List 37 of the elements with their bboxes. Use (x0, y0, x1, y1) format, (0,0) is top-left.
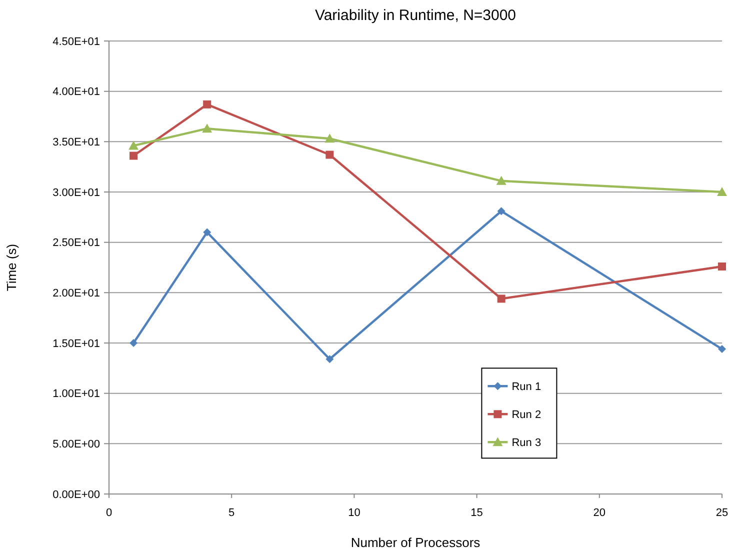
point (497, 294, 506, 303)
point (718, 345, 726, 354)
y-tick-label: 0.00E+00 (52, 488, 100, 501)
x-tick-label: 10 (348, 507, 360, 519)
point (326, 150, 334, 159)
y-tick-label: 4.00E+01 (52, 86, 100, 98)
point (324, 134, 335, 143)
legend-label: Run 3 (512, 437, 542, 450)
y-axis-title: Time (s) (4, 244, 19, 292)
legend-label: Run 2 (512, 409, 542, 422)
y-tick-label: 4.50E+01 (52, 36, 100, 48)
point (497, 207, 506, 216)
y-tick-label: 5.00E+00 (52, 438, 100, 451)
y-tick-label: 1.00E+01 (52, 388, 100, 400)
chart-title: Variability in Runtime, N=3000 (314, 7, 516, 24)
point (203, 100, 212, 108)
x-tick-label: 20 (593, 507, 606, 519)
point (130, 152, 138, 160)
y-tick-label: 2.00E+01 (52, 288, 100, 300)
y-tick-label: 3.00E+01 (52, 186, 100, 199)
x-tick-label: 5 (228, 507, 235, 519)
point (717, 187, 727, 196)
x-tick-label: 25 (716, 507, 728, 519)
point (718, 262, 726, 270)
point (202, 124, 212, 133)
point (326, 355, 334, 364)
x-tick-label: 15 (470, 507, 483, 519)
point (128, 140, 139, 150)
x-axis-title: Number of Processors (350, 535, 481, 550)
y-tick-label: 2.50E+01 (52, 237, 100, 250)
y-tick-label: 1.50E+01 (52, 338, 100, 350)
point (130, 339, 138, 347)
point (496, 176, 506, 185)
y-tick-label: 3.50E+01 (52, 136, 100, 149)
point (203, 228, 212, 236)
x-tick-label: 0 (106, 507, 112, 519)
legend-label: Run 1 (512, 381, 542, 394)
